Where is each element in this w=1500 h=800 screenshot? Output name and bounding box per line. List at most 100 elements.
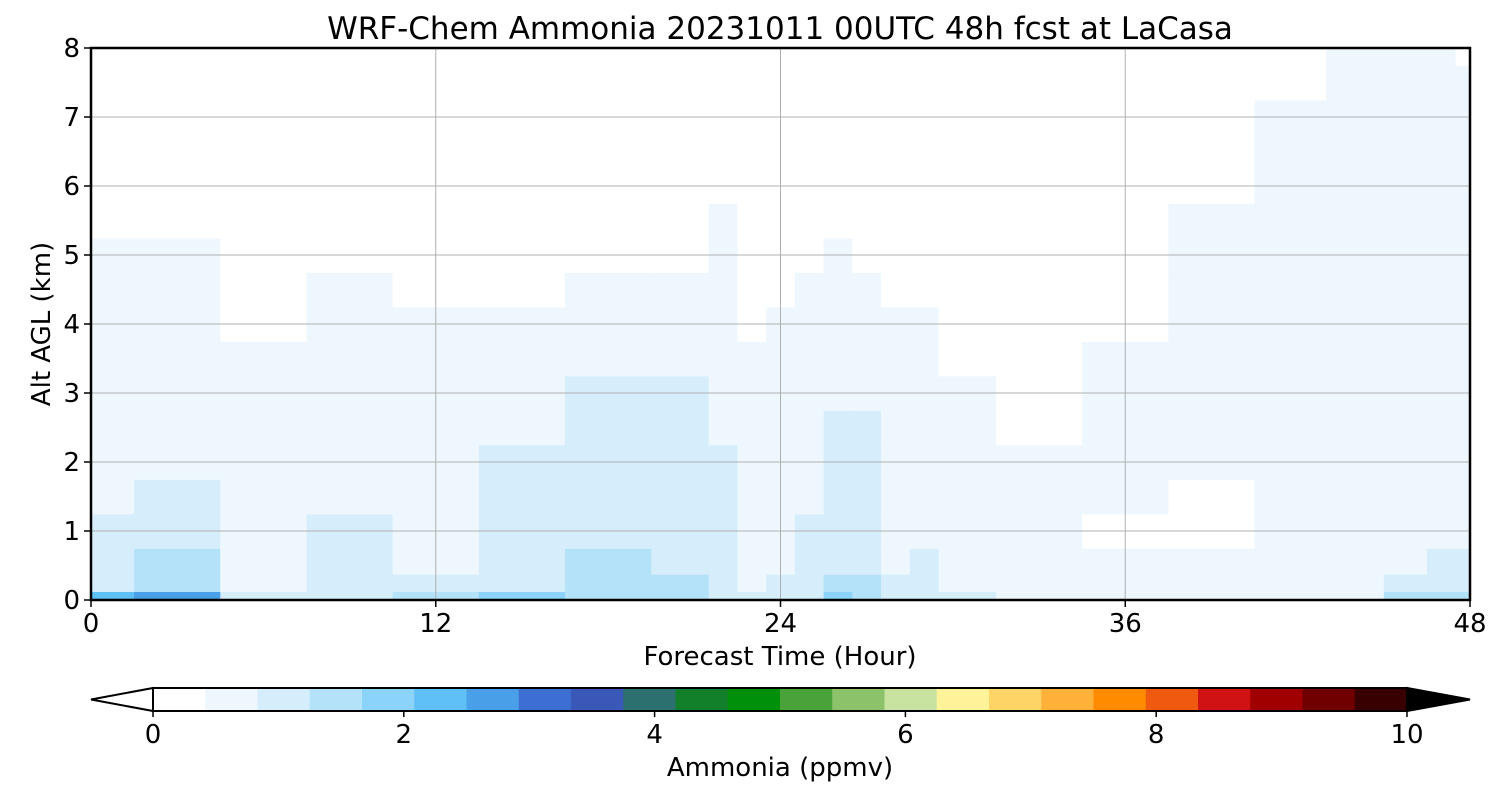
field-cell [823, 48, 853, 66]
field-cell [1455, 410, 1470, 446]
field-cell [1168, 203, 1256, 239]
colorbar-swatch [780, 688, 833, 711]
field-cell [134, 574, 221, 592]
field-cell [1383, 65, 1428, 101]
field-cell [565, 574, 652, 592]
field-cell [995, 591, 1083, 600]
field-cell [306, 48, 394, 66]
field-cell [737, 548, 767, 575]
field-cell [220, 272, 308, 308]
colorbar-label: Ammonia (ppmv) [667, 753, 893, 783]
field-cell [1426, 591, 1457, 600]
field-cell [1455, 341, 1470, 377]
field-cell [91, 65, 135, 101]
field-cell [306, 65, 394, 101]
field-cell [134, 479, 221, 515]
colorbar-swatch [1198, 688, 1251, 711]
field-cell [1383, 203, 1428, 239]
field-cell [134, 410, 221, 446]
field-cell [909, 548, 940, 575]
field-cell [737, 574, 767, 592]
field-cell [478, 48, 566, 66]
colorbar-swatch [1145, 688, 1199, 711]
field-cell [938, 591, 997, 600]
field-cell [220, 341, 308, 377]
colorbar-swatch [205, 688, 259, 711]
y-tick-label: 1 [63, 517, 80, 547]
field-cell [852, 479, 882, 515]
field-cell [995, 48, 1083, 66]
field-cell [1254, 341, 1327, 377]
colorbar-swatch [414, 688, 468, 711]
field-cell [1168, 410, 1256, 446]
field-cell [1326, 591, 1385, 600]
field-cell [1168, 548, 1256, 575]
colorbar-tick-label: 8 [1148, 720, 1165, 750]
field-cell [220, 591, 308, 600]
x-tick-label: 0 [83, 609, 100, 639]
field-cell [823, 341, 853, 377]
field-cell [91, 272, 135, 308]
field-cell [651, 203, 710, 239]
y-tick-label: 4 [63, 310, 80, 340]
field-cell [909, 48, 940, 66]
field-cell [1168, 48, 1256, 66]
field-cell [708, 591, 739, 600]
field-cell [1168, 574, 1256, 592]
field-cell [1383, 548, 1428, 575]
field-cell [306, 410, 394, 446]
field-cell [478, 479, 566, 515]
colorbar-swatch [571, 688, 624, 711]
field-cell [651, 134, 710, 170]
field-cell [823, 272, 853, 308]
field-cell [1168, 341, 1256, 377]
field-cell [220, 48, 308, 66]
field-cell [909, 410, 940, 446]
field-cell [852, 203, 882, 239]
field-cell [1326, 134, 1385, 170]
colorbar-swatch [884, 688, 938, 711]
field-cell [651, 548, 710, 575]
x-tick-label: 36 [1109, 609, 1142, 639]
field-cell [794, 65, 825, 101]
field-cell [1426, 548, 1457, 575]
field-cell [794, 410, 825, 446]
field-cell [306, 203, 394, 239]
colorbar-swatch [466, 688, 520, 711]
field-cell [651, 591, 710, 600]
field-cell [1326, 548, 1385, 575]
field-cell [91, 203, 135, 239]
field-cell [938, 479, 997, 515]
y-tick-label: 2 [63, 448, 80, 478]
field-cell [1383, 574, 1428, 592]
field-cell [852, 272, 882, 308]
field-cell [1426, 134, 1457, 170]
field-cell [823, 410, 853, 446]
field-cell [938, 203, 997, 239]
field-cell [1254, 479, 1327, 515]
field-cell [1326, 574, 1385, 592]
field-cell [1455, 203, 1470, 239]
field-cell [220, 65, 308, 101]
field-cell [995, 410, 1083, 446]
field-cell [91, 48, 135, 66]
field-cell [91, 548, 135, 575]
colorbar-swatch [832, 688, 886, 711]
field-cell [708, 48, 739, 66]
field-cell [995, 479, 1083, 515]
field-cell [220, 548, 308, 575]
field-cell [881, 548, 911, 575]
field-cell [134, 341, 221, 377]
field-cell [478, 65, 566, 101]
field-cell [1383, 410, 1428, 446]
field-cell [852, 574, 882, 592]
colorbar-swatch [153, 688, 206, 711]
field-cell [938, 65, 997, 101]
field-cell [852, 410, 882, 446]
field-cell [1326, 479, 1385, 515]
field-cell [995, 203, 1083, 239]
field-cell [708, 548, 739, 575]
field-cell [1455, 479, 1470, 515]
colorbar-frame [152, 687, 1408, 712]
